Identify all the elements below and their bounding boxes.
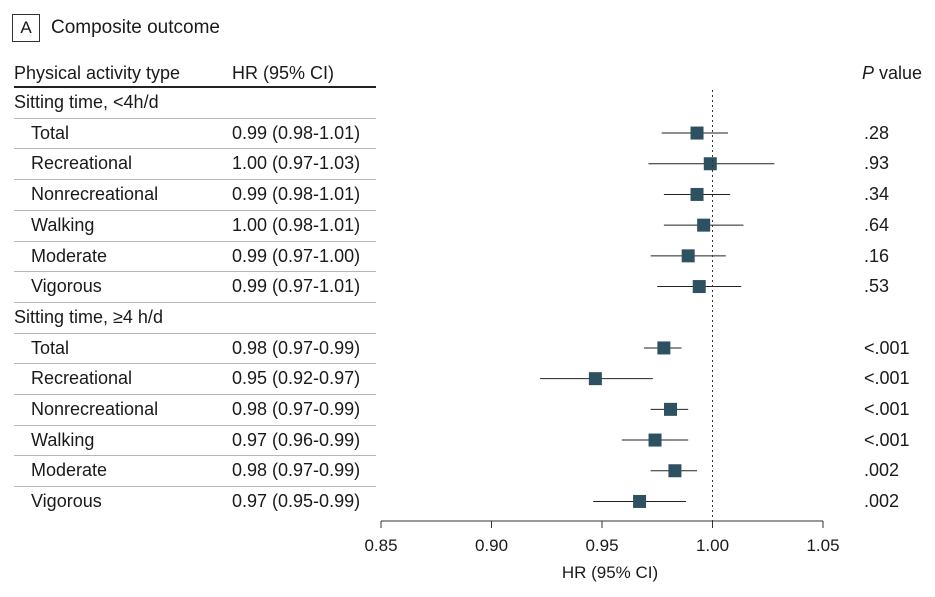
x-tick-label: 0.90	[475, 536, 508, 555]
p-value: .34	[864, 184, 890, 205]
hr-ci-text: 0.99 (0.98-1.01)	[232, 122, 361, 143]
row-divider	[14, 209, 376, 211]
hr-ci-text: 0.98 (0.97-0.99)	[232, 399, 361, 419]
header-rule	[14, 86, 376, 88]
x-tick-label: 0.85	[364, 536, 397, 555]
p-value: .64	[864, 214, 890, 235]
hr-marker	[668, 464, 682, 478]
header-activity-type: Physical activity type	[14, 63, 181, 83]
activity-label: Nonrecreational	[31, 184, 159, 205]
hr-ci-text: 1.00 (0.97-1.03)	[232, 153, 361, 174]
group-header-row: Sitting time, <4h/d	[0, 87, 935, 117]
hr-ci-text: 0.98 (0.97-0.99)	[232, 337, 361, 358]
header-hr: HR (95% CI)	[232, 63, 335, 83]
row-divider	[14, 424, 376, 426]
row-divider	[14, 271, 376, 273]
x-tick-label: 1.05	[806, 536, 839, 555]
hr-marker	[690, 187, 704, 201]
p-value: .28	[864, 122, 890, 143]
hr-ci-text: 1.00 (0.98-1.01)	[232, 214, 361, 235]
table-row: Vigorous 0.97 (0.95-0.99) .002	[0, 486, 935, 516]
hr-marker	[690, 126, 704, 140]
group-label: Sitting time, <4h/d	[14, 92, 159, 112]
row-divider	[14, 179, 376, 181]
activity-label: Moderate	[31, 460, 108, 481]
hr-marker	[697, 218, 711, 232]
hr-marker	[664, 402, 678, 416]
row-divider	[14, 240, 376, 242]
panel-letter: A	[12, 14, 40, 42]
p-value: .93	[864, 153, 890, 174]
header-p-value: P value	[862, 60, 922, 86]
p-value: .16	[864, 245, 890, 266]
table-row: Moderate 0.98 (0.97-0.99) .002	[0, 455, 935, 485]
group-label: Sitting time, ≥4 h/d	[14, 306, 163, 327]
hr-marker	[633, 494, 647, 508]
panel-title: Composite outcome	[51, 17, 220, 38]
table-row: Recreational 1.00 (0.97-1.03) .93	[0, 148, 935, 178]
hr-ci-text: 0.95 (0.92-0.97)	[232, 368, 361, 389]
activity-label: Moderate	[31, 245, 108, 266]
x-tick-label: 1.00	[696, 536, 729, 555]
p-value: .002	[864, 460, 900, 481]
hr-marker	[657, 341, 671, 355]
hr-marker	[703, 157, 717, 171]
hr-ci-text: 0.98 (0.97-0.99)	[232, 460, 361, 481]
row-divider	[14, 486, 376, 488]
table-row: Total 0.99 (0.98-1.01) .28	[0, 118, 935, 148]
group-divider	[14, 301, 376, 303]
row-divider	[14, 148, 376, 150]
table-row: Vigorous 0.99 (0.97-1.01) .53	[0, 271, 935, 301]
group-header-row: Sitting time, ≥4 h/d	[0, 302, 935, 332]
row-divider	[14, 394, 376, 395]
x-tick-label: 0.95	[585, 536, 618, 555]
activity-label: Walking	[31, 214, 95, 235]
activity-label: Vigorous	[31, 491, 102, 512]
p-value: <.001	[864, 337, 910, 358]
table-row: Walking 0.97 (0.96-0.99) <.001	[0, 425, 935, 455]
activity-label: Recreational	[31, 368, 133, 389]
x-axis-label: HR (95% CI)	[561, 563, 659, 582]
p-value: .002	[864, 491, 900, 512]
p-value: .53	[864, 276, 890, 297]
row-divider	[14, 332, 376, 334]
table-row: Recreational 0.95 (0.92-0.97) <.001	[0, 363, 935, 393]
hr-ci-text: 0.97 (0.95-0.99)	[232, 491, 361, 512]
header-p-italic: P	[862, 63, 875, 83]
activity-label: Vigorous	[31, 276, 102, 297]
hr-ci-text: 0.99 (0.97-1.00)	[232, 245, 361, 266]
row-divider	[14, 363, 376, 365]
hr-ci-text: 0.97 (0.96-0.99)	[232, 429, 361, 450]
row-divider	[14, 117, 376, 119]
activity-label: Walking	[31, 429, 95, 450]
table-row: Walking 1.00 (0.98-1.01) .64	[0, 210, 935, 240]
hr-ci-text: 0.99 (0.97-1.01)	[232, 276, 361, 297]
p-value: <.001	[864, 399, 910, 419]
table-row: Moderate 0.99 (0.97-1.00) .16	[0, 241, 935, 271]
p-value: <.001	[864, 429, 910, 450]
table-row: Total 0.98 (0.97-0.99) <.001	[0, 333, 935, 363]
activity-label: Total	[31, 337, 70, 358]
hr-marker	[692, 280, 706, 294]
table-row: Nonrecreational 0.99 (0.98-1.01) .34	[0, 179, 935, 209]
p-value: <.001	[864, 368, 910, 389]
activity-label: Recreational	[31, 153, 133, 174]
header-p-rest: value	[874, 63, 923, 83]
hr-marker	[588, 372, 602, 386]
activity-label: Nonrecreational	[31, 399, 159, 419]
row-divider	[14, 455, 376, 457]
table-row: Nonrecreational 0.98 (0.97-0.99) <.001	[0, 394, 935, 424]
hr-marker	[648, 433, 662, 447]
activity-label: Total	[31, 122, 70, 143]
hr-ci-text: 0.99 (0.98-1.01)	[232, 184, 361, 205]
hr-marker	[681, 249, 695, 263]
